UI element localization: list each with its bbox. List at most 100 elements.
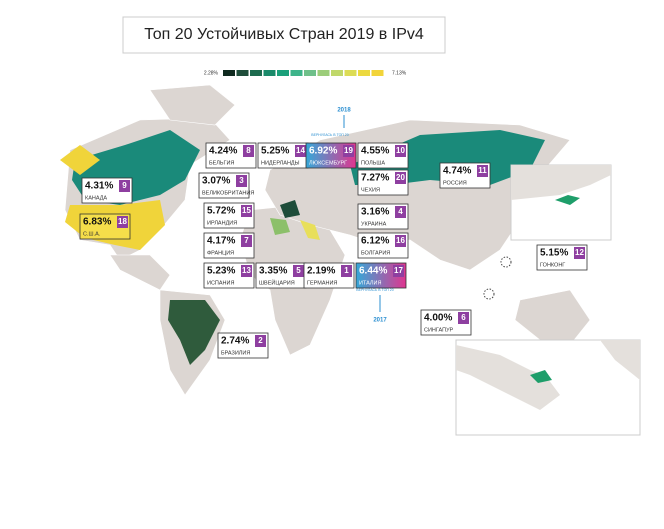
- rank-badge: [477, 165, 488, 177]
- country-rank: 6: [461, 313, 466, 322]
- legend-swatch: [304, 70, 316, 76]
- legend-swatch: [223, 70, 235, 76]
- country-value: 5.15%: [540, 248, 568, 259]
- inset-hongkong: [500, 164, 612, 268]
- legend: 2.28% 7.13%: [204, 70, 407, 76]
- country-label: 5.25% 14 НИДЕРЛАНДЫ: [257, 142, 309, 169]
- annotation-note: ВЕРНУЛАСЬ В ТОП 20: [356, 288, 393, 292]
- rank-badge: [395, 206, 406, 218]
- legend-max: 7.13%: [392, 70, 407, 76]
- rank-badge: [236, 175, 247, 187]
- country-label: 5.15% 12 ГОНКОНГ: [536, 244, 588, 271]
- country-name: БОЛГАРИЯ: [361, 250, 390, 256]
- country-rank: 14: [296, 146, 305, 155]
- country-name: НИДЕРЛАНДЫ: [261, 160, 300, 166]
- country-name: ИРЛАНДИЯ: [207, 220, 237, 226]
- country-value: 6.44%: [359, 266, 387, 277]
- country-rank: 7: [244, 236, 249, 245]
- country-label: 3.16% 4 УКРАИНА: [357, 203, 409, 230]
- country-rank: 17: [394, 266, 403, 275]
- country-rank: 2: [258, 336, 263, 345]
- title-box: [122, 16, 446, 54]
- country-name: ГОНКОНГ: [540, 262, 565, 268]
- country-name: ЧЕХИЯ: [361, 187, 380, 193]
- country-label: 3.07% 3 ВЕЛИКОБРИТАНИЯ: [198, 172, 254, 199]
- annotation-year: 2017: [373, 318, 387, 324]
- country-value: 4.17%: [207, 236, 235, 247]
- annotation-2018: 2018 ВЕРНУЛАСЬ В ТОП 20: [311, 108, 351, 137]
- country-label: 2.74% 2 БРАЗИЛИЯ: [217, 332, 269, 359]
- country-label: 5.72% 15 ИРЛАНДИЯ: [203, 202, 255, 229]
- rank-badge: [241, 205, 252, 217]
- country-value: 4.00%: [424, 313, 452, 324]
- rank-badge: [293, 265, 304, 277]
- legend-swatch: [263, 70, 276, 76]
- country-label: 5.23% 13 ИСПАНИЯ: [203, 262, 255, 289]
- country-value: 6.83%: [83, 217, 111, 228]
- country-name: ШВЕЙЦАРИЯ: [259, 278, 295, 286]
- country-rank: 1: [344, 266, 349, 275]
- country-name: ФРАНЦИЯ: [207, 250, 234, 256]
- inset-singapore: [455, 288, 641, 436]
- title: Топ 20 Устойчивых Стран 2019 в IPv4: [144, 26, 424, 43]
- legend-swatch: [371, 70, 384, 76]
- country-value: 2.74%: [221, 336, 249, 347]
- country-label: 4.31% 9 КАНАДА: [81, 177, 133, 204]
- country-value: 5.72%: [207, 206, 235, 217]
- rank-badge: [395, 145, 406, 157]
- country-rank: 11: [478, 166, 487, 175]
- country-rank: 8: [246, 146, 251, 155]
- country-rank: 15: [242, 206, 251, 215]
- annotation-note: ВЕРНУЛАСЬ В ТОП 20: [311, 133, 348, 137]
- rank-badge: [574, 247, 585, 259]
- country-label: 6.83% 18 С.Ш.А.: [79, 213, 131, 240]
- country-name: ГЕРМАНИЯ: [307, 280, 337, 286]
- country-rank: 9: [122, 181, 127, 190]
- country-label: 6.92% 19 ЛЮКСЕМБУРГ: [305, 142, 357, 169]
- annotation-2017: ВЕРНУЛАСЬ В ТОП 20 2017: [356, 288, 393, 324]
- annotation-year: 2018: [337, 108, 351, 114]
- legend-swatch: [344, 70, 357, 76]
- country-name: БРАЗИЛИЯ: [221, 350, 250, 356]
- country-value: 4.55%: [361, 146, 389, 157]
- country-label: 4.55% 10 ПОЛЬША: [357, 142, 409, 169]
- rank-badge: [241, 265, 252, 277]
- country-label: 6.12% 16 БОЛГАРИЯ: [357, 232, 409, 259]
- country-label: 4.24% 8 БЕЛЬГИЯ: [205, 142, 257, 169]
- country-name: СИНГАПУР: [424, 327, 454, 333]
- country-rank: 12: [575, 248, 584, 257]
- country-value: 2.19%: [307, 266, 335, 277]
- country-rank: 13: [242, 266, 251, 275]
- country-name: ВЕЛИКОБРИТАНИЯ: [202, 190, 254, 196]
- country-value: 5.25%: [261, 146, 289, 157]
- legend-swatch: [331, 70, 343, 76]
- country-value: 7.27%: [361, 173, 389, 184]
- country-label: 6.44% 17 ИТАЛИЯ: [355, 262, 407, 289]
- country-value: 3.35%: [259, 266, 287, 277]
- country-value: 4.74%: [443, 166, 471, 177]
- rank-badge: [458, 312, 469, 324]
- country-name: ЛЮКСЕМБУРГ: [309, 160, 347, 166]
- country-label: 2.19% 1 ГЕРМАНИЯ: [303, 262, 355, 289]
- country-value: 4.31%: [85, 181, 113, 192]
- legend-swatch: [290, 70, 303, 76]
- rank-badge: [241, 235, 252, 247]
- rank-badge: [295, 145, 306, 157]
- country-value: 4.24%: [209, 146, 237, 157]
- country-name: БЕЛЬГИЯ: [209, 160, 234, 166]
- country-rank: 10: [396, 146, 405, 155]
- country-name: ИСПАНИЯ: [207, 280, 234, 286]
- country-label: 4.74% 11 РОССИЯ: [439, 162, 491, 189]
- legend-swatch: [250, 70, 262, 76]
- country-rank: 3: [239, 176, 244, 185]
- legend-swatch: [277, 70, 289, 76]
- rank-badge: [243, 145, 254, 157]
- rank-badge: [395, 235, 406, 247]
- country-rank: 16: [396, 236, 405, 245]
- rank-badge: [395, 172, 406, 184]
- legend-swatch: [358, 70, 370, 76]
- legend-swatch: [236, 70, 249, 76]
- country-value: 6.12%: [361, 236, 389, 247]
- rank-badge: [393, 265, 404, 277]
